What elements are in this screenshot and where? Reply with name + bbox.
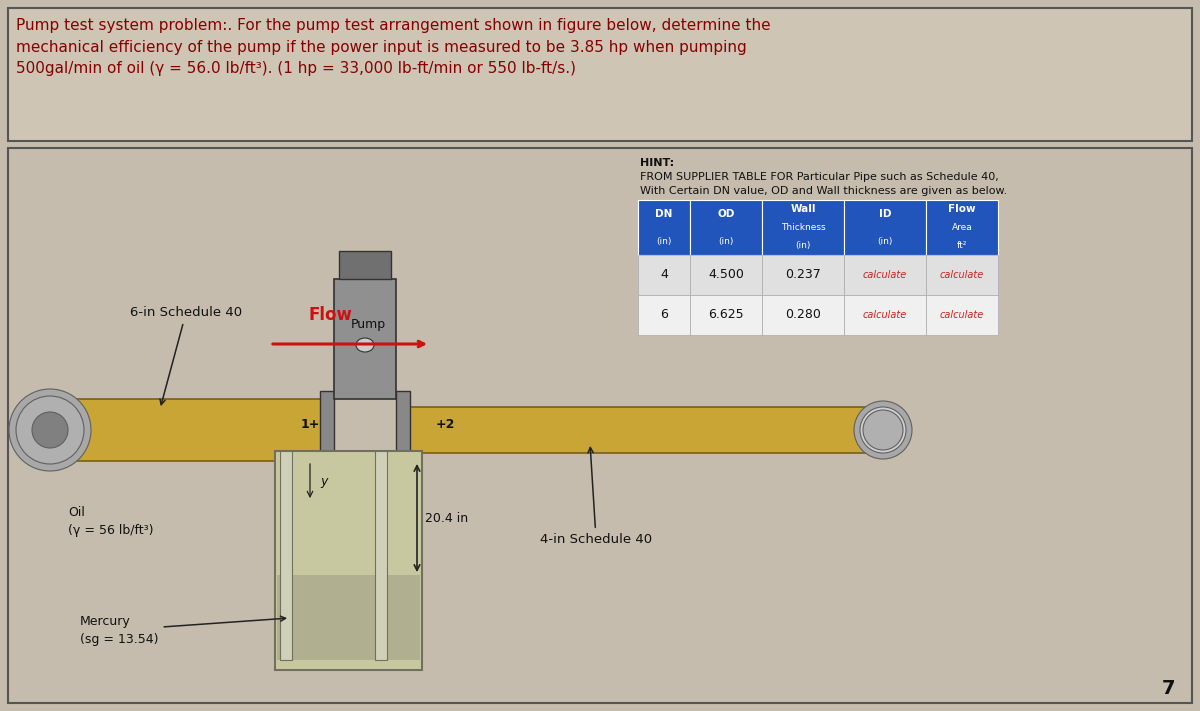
Text: Pump: Pump [350, 318, 385, 331]
Text: (in): (in) [796, 241, 811, 250]
Text: 4.500: 4.500 [708, 269, 744, 282]
Bar [690, 295, 762, 335]
Circle shape [10, 389, 91, 471]
Text: FROM SUPPLIER TABLE FOR Particular Pipe such as Schedule 40,: FROM SUPPLIER TABLE FOR Particular Pipe … [640, 172, 998, 182]
Bar [844, 295, 926, 335]
Text: 7: 7 [1162, 679, 1175, 698]
Bar [374, 451, 386, 660]
Text: Wall: Wall [791, 204, 816, 214]
Text: 20.4 in: 20.4 in [425, 511, 468, 525]
Bar [408, 407, 875, 453]
Text: DN: DN [655, 209, 673, 219]
Bar [638, 295, 690, 335]
Text: Thickness: Thickness [781, 223, 826, 232]
Text: 6.625: 6.625 [708, 309, 744, 321]
Text: calculate: calculate [863, 310, 907, 320]
Bar [762, 200, 844, 255]
Text: 4-in Schedule 40: 4-in Schedule 40 [540, 447, 652, 546]
Circle shape [860, 407, 906, 453]
Text: OD: OD [718, 209, 734, 219]
Bar [638, 200, 690, 255]
Circle shape [16, 396, 84, 464]
Text: y: y [320, 474, 328, 488]
Bar [280, 451, 292, 660]
Text: 1+: 1+ [300, 419, 319, 432]
Bar [690, 255, 762, 295]
Text: HINT:: HINT: [640, 158, 674, 168]
Circle shape [863, 410, 904, 450]
Text: Flow: Flow [948, 204, 976, 214]
Bar [50, 399, 322, 461]
Text: Pump test system problem:. For the pump test arrangement shown in figure below, : Pump test system problem:. For the pump … [16, 18, 770, 76]
Bar [926, 295, 998, 335]
Bar [396, 391, 410, 469]
Text: With Certain DN value, OD and Wall thickness are given as below.: With Certain DN value, OD and Wall thick… [640, 186, 1007, 196]
Ellipse shape [356, 338, 374, 352]
Circle shape [19, 399, 82, 461]
Text: 6-in Schedule 40: 6-in Schedule 40 [130, 306, 242, 405]
Bar [762, 295, 844, 335]
Bar [275, 451, 422, 670]
Bar [340, 251, 391, 279]
Text: +2: +2 [436, 419, 455, 432]
Bar [690, 200, 762, 255]
Bar [926, 200, 998, 255]
Text: ft²: ft² [956, 241, 967, 250]
Text: (in): (in) [656, 237, 672, 246]
Text: 4: 4 [660, 269, 668, 282]
Bar [320, 391, 334, 469]
Circle shape [854, 401, 912, 459]
Text: 0.237: 0.237 [785, 269, 821, 282]
Bar [844, 255, 926, 295]
Bar [8, 8, 1192, 141]
Text: calculate: calculate [863, 270, 907, 280]
Bar [762, 255, 844, 295]
Text: Mercury
(sg = 13.54): Mercury (sg = 13.54) [80, 614, 286, 646]
Bar [8, 148, 1192, 703]
Text: calculate: calculate [940, 310, 984, 320]
Text: (in): (in) [877, 237, 893, 246]
Bar [638, 255, 690, 295]
Text: (in): (in) [719, 237, 733, 246]
Text: ID: ID [878, 209, 892, 219]
Text: Oil
(γ = 56 lb/ft³): Oil (γ = 56 lb/ft³) [68, 506, 154, 537]
Bar [277, 575, 420, 660]
Text: calculate: calculate [940, 270, 984, 280]
Text: Area: Area [952, 223, 972, 232]
Circle shape [32, 412, 68, 448]
Text: 0.280: 0.280 [785, 309, 821, 321]
Bar [926, 255, 998, 295]
Text: 6: 6 [660, 309, 668, 321]
Bar [334, 279, 396, 399]
Text: Flow: Flow [308, 306, 352, 324]
Bar [844, 200, 926, 255]
